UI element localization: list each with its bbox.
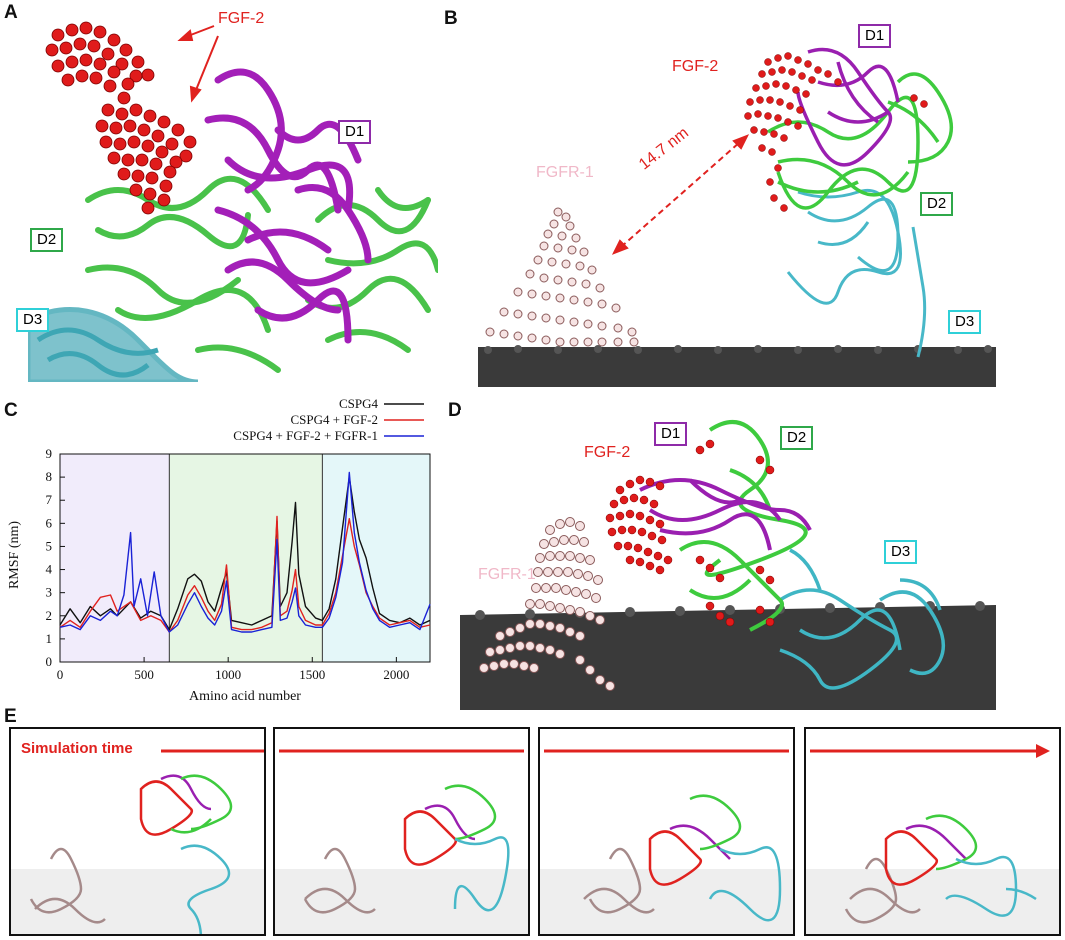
chart-ytick-label: 9 [46,446,53,461]
chart-ytick-label: 3 [46,585,53,600]
chart-ytick-label: 8 [46,469,53,484]
panel-a-image [28,10,438,382]
panel-b-fgfr1-beads [485,207,639,347]
sim-frame-1: Simulation time [9,727,266,936]
panel-d-d3-structure [779,548,946,690]
panel-a-fgf2-label: FGF-2 [218,10,265,27]
panel-a-d3-structure [28,307,199,382]
chart-ytick-label: 5 [46,538,53,553]
chart-plot-frame [59,453,431,663]
panel-b-fgfr1-label: FGFR-1 [536,164,594,181]
sim-frame-2 [273,727,530,936]
panel-b-image [478,12,996,387]
panel-d-d3-label: D3 [884,540,918,564]
chart-ytick-label: 0 [46,654,53,669]
panel-d-membrane [460,601,996,710]
chart-region-2 [169,454,323,662]
panel-a-d1-label: D1 [338,120,372,144]
panel-b-fgf2-label: FGF-2 [672,58,719,75]
panel-d-fgf2-label: FGF-2 [584,444,631,461]
panel-d-letter: D [448,400,462,421]
panel-a-label-arrows [177,25,219,103]
chart-xtick-label: 2000 [383,667,409,682]
panel-d-d2-structure [678,420,808,632]
panel-d-fgfr1-label: FGFR-1 [478,566,536,583]
panel-b-d1-label: D1 [858,24,892,48]
panel-b-d2-label: D2 [920,192,954,216]
panel-d-fgf2-beads [605,439,775,627]
chart-ytick-label: 2 [46,608,53,623]
panel-b-d1-structure [796,47,900,167]
chart-ytick-label: 7 [46,492,53,507]
chart-xtick-label: 500 [134,667,154,682]
panel-a-d1-structure [204,68,372,344]
chart-ytick-label: 4 [46,562,53,577]
panel-b-letter: B [444,8,458,29]
panel-e-letter: E [4,706,17,727]
chart-xtick-label: 1000 [215,667,241,682]
panel-d-d1-label: D1 [654,422,688,446]
chart-ylabel: RMSF (nm) [7,521,22,589]
panel-c-letter: C [4,400,18,421]
chart-ytick-label: 1 [46,631,53,646]
chart-legend-label-1: CSPG4 [339,396,379,411]
panel-d-d2-label: D2 [780,426,814,450]
panel-b-distance-arrow [611,134,750,255]
chart-xtick-label: 0 [57,667,64,682]
sim-frame-4 [804,727,1061,936]
chart-legend-label-2: CSPG4 + FGF-2 [290,412,378,427]
panel-b-d2-structure [767,72,954,210]
chart-region-3 [322,454,430,662]
panel-b-membrane [478,345,996,387]
panel-a-d2-label: D2 [30,228,64,252]
chart-series-line-1 [59,476,431,631]
sim-frame-3 [538,727,795,936]
chart-legend-label-3: CSPG4 + FGF-2 + FGFR-1 [233,428,378,443]
panel-a-fgf2-beads [45,21,197,215]
chart-ytick-label: 6 [46,515,53,530]
panel-b-fgf2-beads [744,52,928,212]
chart-region-1 [60,454,170,662]
panel-b-d3-label: D3 [948,310,982,334]
panel-a-letter: A [4,2,18,23]
chart-xlabel: Amino acid number [189,689,301,704]
panel-a-d3-label: D3 [16,308,50,332]
sim-time-label: Simulation time [21,740,133,757]
panel-d-fgfr1-beads [479,517,615,691]
chart-series-line-3 [59,471,431,633]
chart-xtick-label: 1500 [299,667,325,682]
panel-d-d1-structure [639,478,812,551]
